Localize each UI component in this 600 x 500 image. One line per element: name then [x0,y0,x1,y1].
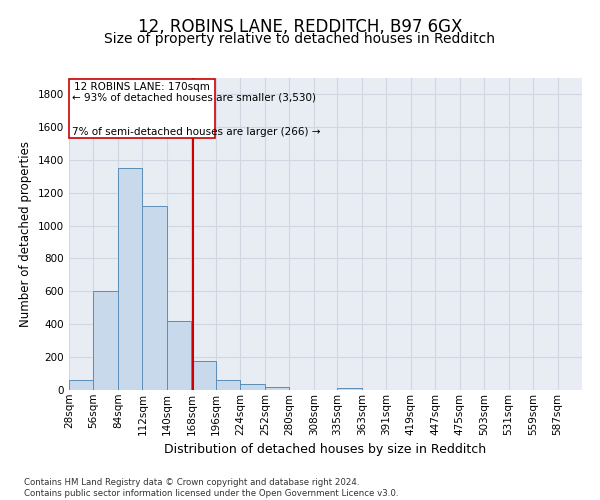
Text: 12 ROBINS LANE: 170sqm: 12 ROBINS LANE: 170sqm [74,82,210,92]
Text: 7% of semi-detached houses are larger (266) →: 7% of semi-detached houses are larger (2… [71,126,320,136]
Bar [118,168,142,390]
Bar [265,386,289,390]
Bar [240,384,265,390]
Bar [191,361,216,390]
Bar [337,388,362,390]
Text: Contains HM Land Registry data © Crown copyright and database right 2024.
Contai: Contains HM Land Registry data © Crown c… [24,478,398,498]
Bar [69,380,94,390]
Bar [94,292,118,390]
Bar [167,321,191,390]
Text: ← 93% of detached houses are smaller (3,530): ← 93% of detached houses are smaller (3,… [71,92,316,102]
Bar [142,206,167,390]
Text: Size of property relative to detached houses in Redditch: Size of property relative to detached ho… [104,32,496,46]
Bar [216,380,240,390]
FancyBboxPatch shape [69,79,215,138]
X-axis label: Distribution of detached houses by size in Redditch: Distribution of detached houses by size … [164,443,487,456]
Y-axis label: Number of detached properties: Number of detached properties [19,141,32,327]
Text: 12, ROBINS LANE, REDDITCH, B97 6GX: 12, ROBINS LANE, REDDITCH, B97 6GX [138,18,462,36]
